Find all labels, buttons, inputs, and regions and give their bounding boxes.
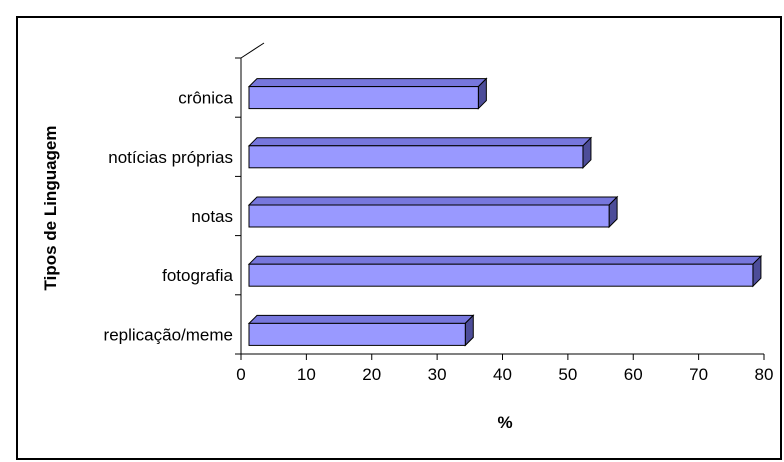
bar (248, 263, 754, 287)
bar-top-face (247, 78, 488, 88)
x-tick-label: 60 (624, 365, 643, 384)
y-axis-title: Tipos de Linguagem (41, 126, 60, 291)
x-tick-label: 20 (362, 365, 381, 384)
chart-bars (247, 77, 763, 347)
chart-labels: 0 10 20 30 40 50 60 70 80 crônica notícias própria… (104, 89, 774, 384)
y-category-label: fotografia (162, 266, 233, 285)
x-tick-label: 30 (428, 365, 447, 384)
chart-axes (235, 42, 765, 360)
bar-top-face (247, 137, 593, 147)
x-tick-label: 70 (689, 365, 708, 384)
bar-top-face (247, 314, 475, 324)
y-category-label: notas (191, 207, 233, 226)
bar (248, 322, 466, 346)
bar (248, 204, 610, 228)
x-axis-title: % (497, 413, 512, 432)
x-tick-label: 80 (755, 365, 774, 384)
y-axis-depth-top (240, 42, 265, 59)
x-tick-label: 0 (236, 365, 245, 384)
bar-top-face (247, 255, 763, 265)
bar (248, 86, 479, 110)
y-category-label: replicação/meme (104, 325, 233, 344)
x-tick-label: 40 (493, 365, 512, 384)
x-tick-label: 50 (558, 365, 577, 384)
y-category-label: notícias próprias (108, 148, 233, 167)
y-category-label: crônica (178, 89, 233, 108)
x-tick-label: 10 (297, 365, 316, 384)
bar (248, 145, 584, 169)
bar-top-face (247, 196, 619, 206)
